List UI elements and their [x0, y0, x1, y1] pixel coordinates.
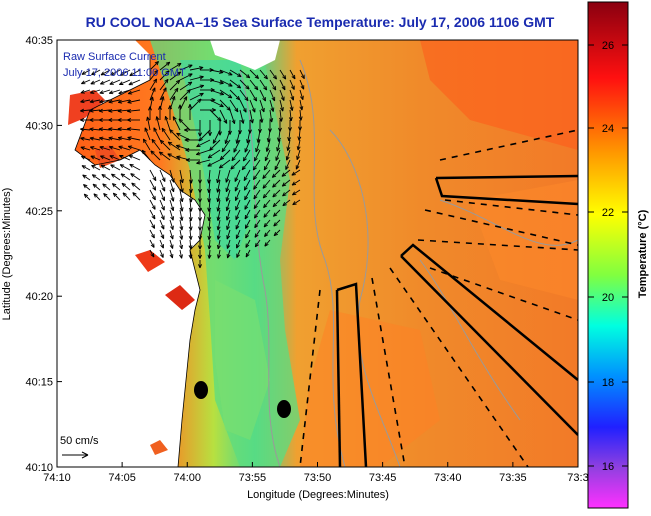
surface-current-vectors: [80, 60, 305, 269]
legend-title: Raw Surface Current: [63, 51, 166, 63]
x-tick-label: 73:40: [434, 472, 462, 484]
colorbar-tick-label: 26: [602, 40, 614, 52]
x-axis: 74:10 74:05 74:00 73:55 73:50 73:45 73:40 73:35…: [43, 462, 589, 484]
x-tick-label: 74:00: [173, 472, 201, 484]
y-axis: 40:35 40:30 40:25 40:20 40:15 40:10: [25, 35, 62, 474]
sst-map: [57, 40, 578, 467]
x-tick-label: 73:35: [499, 472, 527, 484]
legend-time: July 17, 2006 11:00 GMT: [63, 67, 186, 79]
x-tick-label: 73:50: [304, 472, 332, 484]
colorbar-tick-label: 16: [602, 461, 614, 473]
y-tick-label: 40:30: [25, 120, 53, 132]
colorbar-tick-label: 18: [602, 377, 614, 389]
land-mass: [57, 40, 205, 467]
y-tick-label: 40:25: [25, 206, 53, 218]
bathymetry-contours: [239, 59, 578, 467]
colorbar-tick-label: 24: [602, 123, 614, 135]
survey-lines: [299, 129, 578, 467]
x-tick-label: 74:10: [43, 472, 71, 484]
y-tick-label: 40:20: [25, 291, 53, 303]
x-axis-label: Longitude (Degrees:Minutes): [247, 489, 389, 501]
scale-label: 50 cm/s: [60, 435, 99, 447]
colorbar-label: Temperature (°C): [637, 209, 649, 298]
y-tick-label: 40:35: [25, 35, 53, 47]
x-tick-label: 73:3: [567, 472, 588, 484]
station-marker: [194, 381, 208, 399]
y-tick-label: 40:10: [25, 462, 53, 474]
x-tick-label: 73:55: [239, 472, 267, 484]
colorbar: [587, 1, 629, 509]
y-axis-label: Latitude (Degrees:Minutes): [1, 188, 13, 321]
y-tick-label: 40:15: [25, 377, 53, 389]
x-tick-label: 73:45: [369, 472, 397, 484]
colorbar-tick-label: 20: [602, 292, 614, 304]
colorbar-ticks: 26 24 22 20 18 16: [588, 40, 628, 473]
colorbar-tick-label: 22: [602, 207, 614, 219]
station-marker: [277, 400, 291, 418]
x-tick-label: 74:05: [108, 472, 136, 484]
map-title: RU COOL NOAA–15 Sea Surface Temperature:…: [85, 14, 555, 30]
